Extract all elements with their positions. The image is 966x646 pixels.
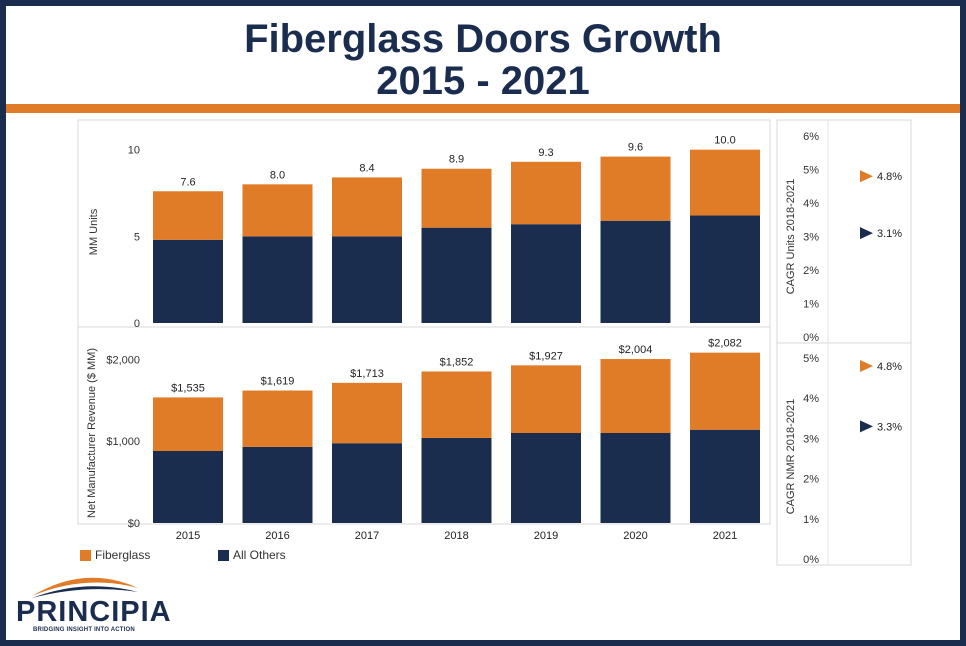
cagr-nmr-ylabel: CAGR NMR 2018-2021 xyxy=(785,399,797,515)
units-total-label: 9.3 xyxy=(538,147,553,159)
revenue-total-label: $1,713 xyxy=(350,368,384,380)
units-total-label: 8.4 xyxy=(359,162,374,174)
cagr-units-ytick: 6% xyxy=(803,131,819,143)
legend-fiberglass: Fiberglass xyxy=(80,548,150,562)
units-ylabel: MM Units xyxy=(88,208,100,255)
revenue-total-label: $1,927 xyxy=(529,350,563,362)
units-ytick: 5 xyxy=(134,231,140,243)
cagr-units-ytick: 3% xyxy=(803,232,819,244)
revenue-bar-all-others xyxy=(421,437,492,523)
cagr-nmr-ytick: 5% xyxy=(803,353,819,365)
legend-all-others: All Others xyxy=(218,548,286,562)
revenue-bar-all-others xyxy=(690,429,760,523)
cagr-nmr-marker-all-others xyxy=(860,420,873,433)
category-label: 2017 xyxy=(355,530,379,542)
units-bar-all-others xyxy=(332,236,402,323)
units-bar-all-others xyxy=(511,224,581,323)
revenue-bar-fiberglass xyxy=(153,397,223,451)
legend-fiberglass-label: Fiberglass xyxy=(95,548,151,562)
cagr-nmr-panel xyxy=(776,342,912,566)
units-total-label: 7.6 xyxy=(180,176,195,188)
cagr-units-ytick: 1% xyxy=(803,299,819,311)
revenue-total-label: $2,004 xyxy=(619,344,653,356)
units-total-label: 9.6 xyxy=(628,142,643,154)
revenue-total-label: $2,082 xyxy=(708,338,742,350)
revenue-total-label: $1,619 xyxy=(261,376,295,388)
units-ytick: 10 xyxy=(128,145,140,157)
revenue-ylabel: Net Manufacturer Revenue ($ MM) xyxy=(86,348,98,518)
revenue-total-label: $1,535 xyxy=(171,382,205,394)
logo-name: PRINCIPIA xyxy=(16,596,172,628)
cagr-units-ytick: 0% xyxy=(803,332,819,344)
slide-title: Fiberglass Doors Growth xyxy=(244,17,722,61)
logo-arc-icon xyxy=(32,577,138,598)
units-bar-all-others xyxy=(242,236,313,323)
category-label: 2015 xyxy=(176,530,200,542)
cagr-nmr-ytick: 4% xyxy=(803,393,819,405)
revenue-bar-all-others xyxy=(511,433,581,523)
cagr-nmr-marker-fiberglass xyxy=(860,360,873,373)
cagr-units-value-label: 3.1% xyxy=(877,228,902,240)
cagr-nmr-ytick: 0% xyxy=(803,554,819,566)
units-total-label: 8.0 xyxy=(270,169,285,181)
revenue-bar-all-others xyxy=(332,443,402,523)
revenue-total-label: $1,852 xyxy=(440,356,474,368)
units-ytick: 0 xyxy=(134,318,140,330)
legend-all-others-label: All Others xyxy=(233,548,286,562)
revenue-bar-fiberglass xyxy=(242,390,313,447)
cagr-units-value-label: 4.8% xyxy=(877,171,902,183)
units-bar-fiberglass xyxy=(332,177,402,237)
cagr-nmr-ytick: 1% xyxy=(803,514,819,526)
cagr-nmr-ytick: 3% xyxy=(803,433,819,445)
units-bar-all-others xyxy=(690,215,760,323)
revenue-bar-fiberglass xyxy=(421,371,492,438)
cagr-units-ylabel: CAGR Units 2018-2021 xyxy=(785,179,797,295)
cagr-units-ytick: 5% xyxy=(803,165,819,177)
cagr-nmr-value-label: 3.3% xyxy=(877,421,902,433)
units-bar-all-others xyxy=(600,220,671,323)
revenue-bar-all-others xyxy=(153,451,223,523)
revenue-bar-all-others xyxy=(242,446,313,523)
cagr-nmr-value-label: 4.8% xyxy=(877,361,902,373)
fiberglass-swatch xyxy=(80,549,91,561)
revenue-ytick: $0 xyxy=(128,518,140,530)
all-others-swatch xyxy=(218,549,229,561)
category-label: 2021 xyxy=(713,530,737,542)
cagr-units-ytick: 4% xyxy=(803,198,819,210)
cagr-units-ytick: 2% xyxy=(803,265,819,277)
revenue-bar-fiberglass xyxy=(511,365,581,433)
units-bar-fiberglass xyxy=(511,161,581,225)
category-label: 2020 xyxy=(623,530,647,542)
units-bar-fiberglass xyxy=(153,191,223,240)
cagr-units-marker-all-others xyxy=(860,227,873,240)
revenue-bar-fiberglass xyxy=(600,359,671,433)
units-bar-all-others xyxy=(153,239,223,323)
units-bar-all-others xyxy=(421,227,492,323)
cagr-units-marker-fiberglass xyxy=(860,170,873,183)
units-total-label: 10.0 xyxy=(714,135,735,147)
units-bar-fiberglass xyxy=(600,156,671,221)
revenue-bar-all-others xyxy=(600,433,671,523)
revenue-ytick: $1,000 xyxy=(106,436,140,448)
revenue-bar-fiberglass xyxy=(332,382,402,444)
revenue-panel xyxy=(77,326,771,525)
cagr-nmr-ytick: 2% xyxy=(803,474,819,486)
units-bar-fiberglass xyxy=(690,149,760,216)
title-divider xyxy=(6,104,960,113)
units-bar-fiberglass xyxy=(242,184,313,237)
category-label: 2019 xyxy=(534,530,558,542)
category-label: 2016 xyxy=(265,530,289,542)
slide-subtitle: 2015 - 2021 xyxy=(376,59,590,103)
revenue-ytick: $2,000 xyxy=(106,354,140,366)
logo-tagline: BRIDGING INSIGHT INTO ACTION xyxy=(33,627,135,633)
units-bar-fiberglass xyxy=(421,168,492,228)
category-label: 2018 xyxy=(444,530,468,542)
units-total-label: 8.9 xyxy=(449,154,464,166)
revenue-bar-fiberglass xyxy=(690,352,760,430)
